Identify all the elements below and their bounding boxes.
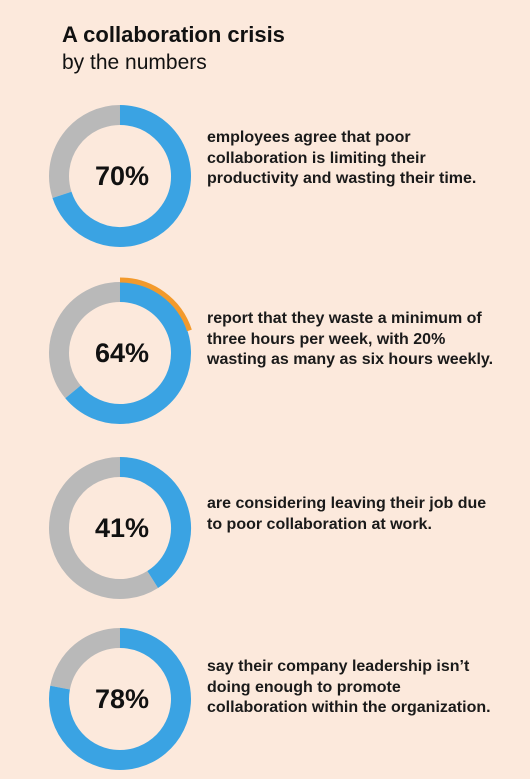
stat-description-2-pre: report that they waste a minimum of thre… — [207, 310, 482, 348]
percent-label-3: 41% — [94, 513, 150, 543]
stat-description-4: say their company leadership isn’t doing… — [207, 658, 491, 716]
donut-svg-4 — [49, 628, 191, 770]
page-title: A collaboration crisis — [62, 22, 285, 47]
stat-block-1: 70% employees agree that poor collaborat… — [0, 96, 530, 256]
donut-svg-3 — [49, 457, 191, 599]
stat-description-3: are considering leaving their job due to… — [207, 495, 487, 533]
donut-svg-1 — [49, 105, 191, 247]
donut-slice-4-value — [49, 628, 191, 770]
donut-slice-3-remainder — [49, 457, 159, 599]
donut-slice-4-remainder — [50, 628, 121, 690]
donut-svg-2 — [49, 277, 192, 424]
stat-block-2: 64% report that they waste a minimum of … — [0, 273, 530, 433]
donut-slice-3-value — [119, 457, 191, 588]
stat-description-1: employees agree that poor collaboration … — [207, 129, 477, 187]
stat-description-2-post: wasting as many as six hours weekly. — [207, 351, 494, 368]
donut-chart-3 — [40, 448, 200, 608]
donut-accent-arc-2 — [119, 277, 192, 332]
donut-chart-2 — [40, 273, 200, 433]
page-subtitle: by the numbers — [62, 51, 207, 74]
stat-block-3: 41% are considering leaving their job du… — [0, 448, 530, 608]
stat-description-2-highlight: 20% — [413, 330, 446, 348]
donut-slice-1-remainder — [49, 105, 121, 198]
percent-label-4: 78% — [94, 684, 150, 714]
percent-label-1: 70% — [94, 161, 150, 191]
donut-chart-1 — [40, 96, 200, 256]
donut-slice-2-remainder — [49, 282, 121, 399]
stat-description-2: report that they waste a minimum of thre… — [207, 309, 497, 371]
stat-block-4: 78% say their company leadership isn’t d… — [0, 619, 530, 779]
donut-slice-2-value — [65, 282, 191, 424]
donut-slice-1-value — [52, 105, 191, 247]
donut-chart-4 — [40, 619, 200, 779]
percent-label-2: 64% — [94, 338, 150, 368]
